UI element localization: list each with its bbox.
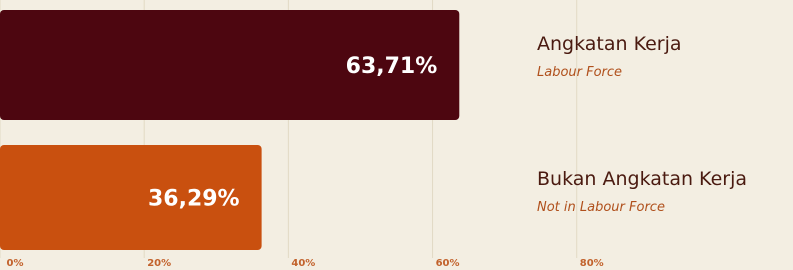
category-label: Bukan Angkatan Kerja xyxy=(537,168,747,190)
category-subtitle: Not in Labour Force xyxy=(537,200,665,215)
x-tick-label: 20% xyxy=(147,258,171,269)
chart: 0% 20% 40% 60% 80% 63,71% Angkatan Kerja Labour… xyxy=(0,0,793,270)
x-tick-label: 60% xyxy=(436,258,460,269)
value-label: 36,29% xyxy=(148,187,240,212)
value-label: 63,71% xyxy=(346,54,438,79)
category-label: Angkatan Kerja xyxy=(537,33,682,55)
category-subtitle: Labour Force xyxy=(537,65,622,80)
x-tick-label: 80% xyxy=(580,258,604,269)
x-tick-label: 40% xyxy=(291,258,315,269)
x-tick-label: 0% xyxy=(7,258,24,269)
